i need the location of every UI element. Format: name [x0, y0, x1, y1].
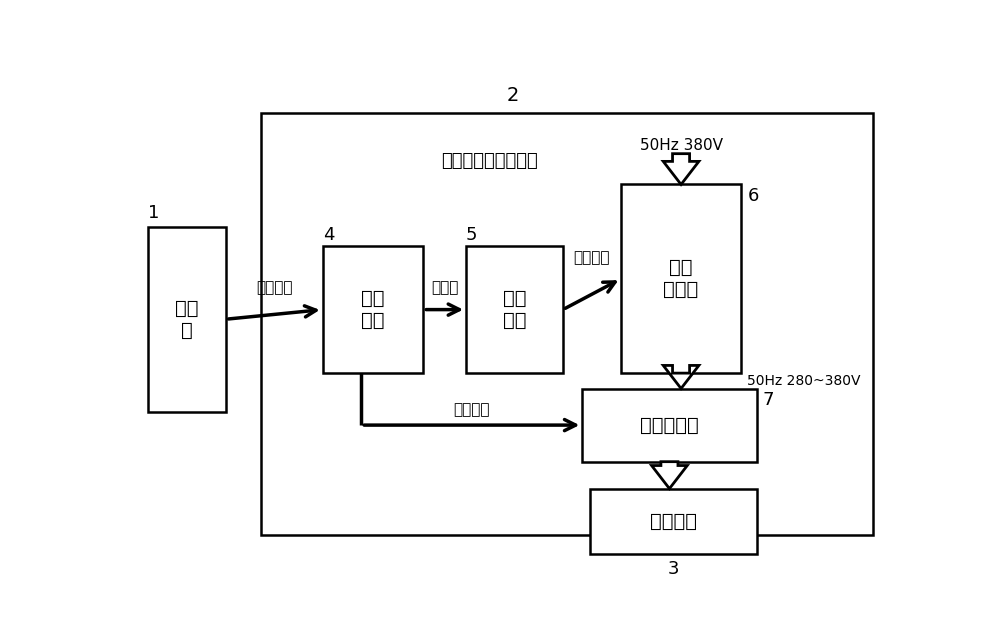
Text: 方向接触器: 方向接触器 — [640, 415, 699, 435]
Text: 档位信号: 档位信号 — [256, 281, 292, 296]
Text: 调压
触发: 调压 触发 — [503, 289, 526, 330]
Bar — [466, 246, 563, 373]
Text: 联动
台: 联动 台 — [175, 298, 199, 340]
Bar — [582, 389, 757, 462]
Text: 4: 4 — [323, 226, 334, 243]
Polygon shape — [652, 462, 687, 489]
Text: 信号
识别: 信号 识别 — [361, 289, 385, 330]
Text: 3: 3 — [668, 560, 679, 578]
Text: 变幅电子调压调速器: 变幅电子调压调速器 — [441, 152, 538, 171]
Bar — [590, 489, 757, 554]
Text: 调压值: 调压值 — [431, 281, 458, 296]
Polygon shape — [663, 154, 699, 185]
Text: 7: 7 — [763, 391, 774, 409]
Text: 变幅电机: 变幅电机 — [650, 512, 697, 531]
Text: 6: 6 — [747, 187, 759, 205]
Bar — [323, 246, 423, 373]
Text: 2: 2 — [506, 86, 519, 105]
Bar — [148, 227, 226, 412]
Text: 5: 5 — [466, 226, 478, 243]
Bar — [621, 185, 741, 373]
Text: 触发信号: 触发信号 — [574, 250, 610, 265]
Text: 50Hz 380V: 50Hz 380V — [640, 139, 723, 153]
Text: 三相
晶闸管: 三相 晶闸管 — [663, 258, 699, 299]
Bar — [261, 113, 873, 535]
Text: 方向信号: 方向信号 — [454, 402, 490, 417]
Text: 50Hz 280~380V: 50Hz 280~380V — [747, 374, 861, 388]
Text: 1: 1 — [148, 204, 160, 222]
Polygon shape — [663, 366, 699, 389]
